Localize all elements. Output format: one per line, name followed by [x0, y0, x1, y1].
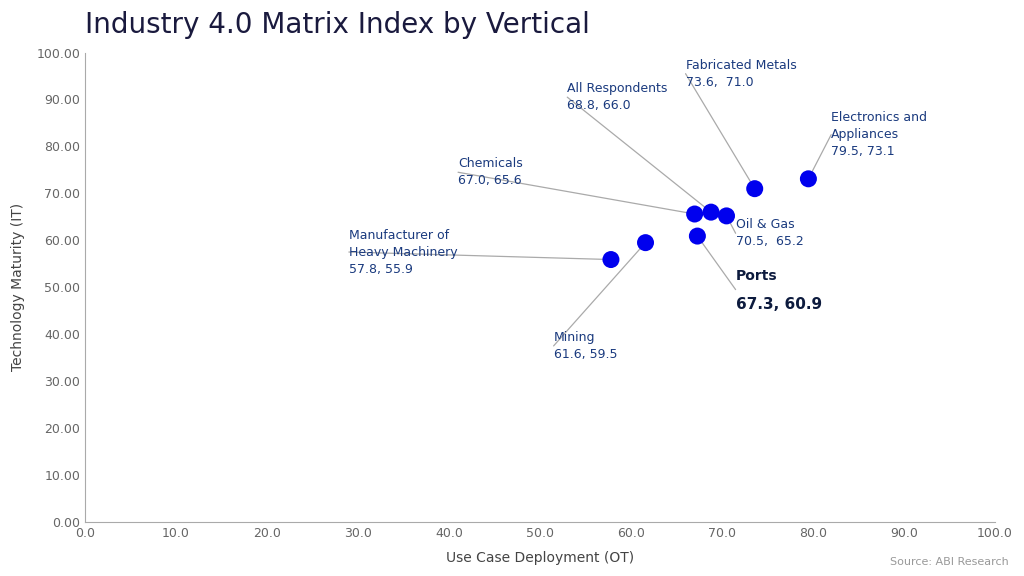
Y-axis label: Technology Maturity (IT): Technology Maturity (IT): [11, 203, 26, 372]
Point: [702, 207, 719, 217]
Text: Oil & Gas
70.5,  65.2: Oil & Gas 70.5, 65.2: [735, 218, 804, 248]
Point: [637, 238, 653, 247]
Text: Source: ABI Research: Source: ABI Research: [890, 558, 1009, 567]
Point: [718, 211, 734, 221]
Point: [686, 210, 702, 219]
Text: Fabricated Metals
73.6,  71.0: Fabricated Metals 73.6, 71.0: [685, 59, 797, 89]
Text: Industry 4.0 Matrix Index by Vertical: Industry 4.0 Matrix Index by Vertical: [85, 11, 590, 39]
Text: Mining
61.6, 59.5: Mining 61.6, 59.5: [554, 331, 617, 361]
Text: All Respondents
68.8, 66.0: All Respondents 68.8, 66.0: [567, 82, 668, 112]
Point: [603, 255, 620, 264]
Text: Manufacturer of
Heavy Machinery
57.8, 55.9: Manufacturer of Heavy Machinery 57.8, 55…: [349, 229, 458, 275]
Point: [746, 184, 763, 194]
Text: Electronics and
Appliances
79.5, 73.1: Electronics and Appliances 79.5, 73.1: [831, 111, 927, 158]
X-axis label: Use Case Deployment (OT): Use Case Deployment (OT): [445, 551, 634, 565]
Text: Chemicals
67.0, 65.6: Chemicals 67.0, 65.6: [458, 157, 523, 187]
Point: [800, 174, 816, 183]
Text: Ports: Ports: [735, 268, 777, 283]
Text: 67.3, 60.9: 67.3, 60.9: [735, 297, 821, 312]
Point: [689, 232, 706, 241]
